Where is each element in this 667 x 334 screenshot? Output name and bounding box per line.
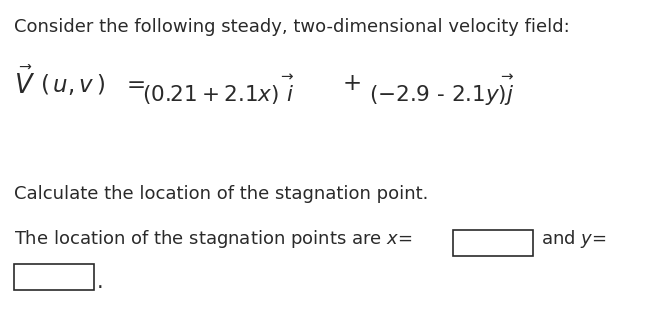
Text: .: . [97,272,103,292]
Text: $=$: $=$ [122,72,145,95]
Text: The location of the stagnation points are $x\!=\!$: The location of the stagnation points ar… [14,228,413,250]
Bar [453,230,533,256]
Text: $\vec{V}$: $\vec{V}$ [14,68,35,100]
Text: Consider the following steady, two-dimensional velocity field:: Consider the following steady, two-dimen… [14,18,570,36]
Text: $\!\left(\,u,v\,\right)$: $\!\left(\,u,v\,\right)$ [42,72,105,97]
Bar [14,264,94,290]
Text: and $y\!=$: and $y\!=$ [541,228,607,250]
Text: $\left(-2.9\text{ - }2.1y\right)\!\overset{\!\!\rightarrow}{j}$: $\left(-2.9\text{ - }2.1y\right)\!\overs… [369,72,515,109]
Text: $(0.21+2.1x)\,\overset{\!\!\rightarrow}{i}$: $(0.21+2.1x)\,\overset{\!\!\rightarrow}{… [142,72,294,108]
Text: $+$: $+$ [342,72,361,95]
Text: Calculate the location of the stagnation point.: Calculate the location of the stagnation… [14,185,428,203]
